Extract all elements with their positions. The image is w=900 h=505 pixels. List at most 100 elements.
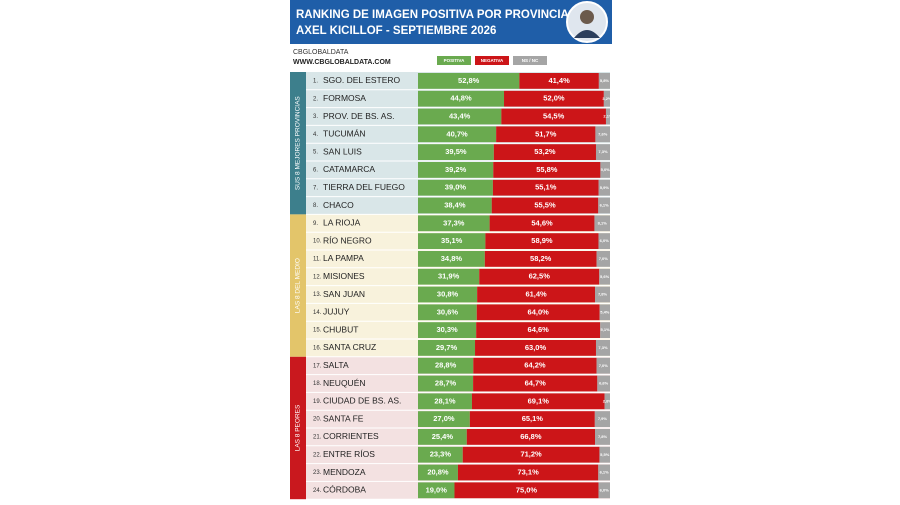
bar-segment: [485, 233, 599, 249]
bar-segment: [418, 251, 485, 267]
category-label: CATAMARCA: [323, 164, 375, 174]
value-label: 5,9%: [600, 185, 610, 190]
group-label: LAS 8 PEORES: [295, 404, 302, 451]
category-label: RÍO NEGRO: [323, 235, 372, 245]
bar-segment: [519, 73, 599, 89]
value-label: 6,0%: [600, 238, 610, 243]
value-label: 2,1%: [603, 114, 613, 119]
legend-label: NEGATIVA: [481, 58, 504, 63]
rank-label: 3.: [313, 114, 318, 120]
value-label: 7,0%: [599, 256, 609, 261]
value-label: 28,1%: [434, 396, 456, 405]
value-label: 53,2%: [534, 147, 556, 156]
value-label: 35,1%: [441, 236, 463, 245]
website: WWW.CBGLOBALDATA.COM: [293, 59, 391, 66]
value-label: 28,7%: [435, 378, 457, 387]
value-label: 19,0%: [426, 485, 448, 494]
bar-segment: [457, 464, 599, 481]
group-label: SUS 8 MEJORES PROVINCIAS: [295, 96, 302, 191]
bar-segment: [599, 268, 610, 285]
value-label: 7,6%: [598, 131, 608, 136]
value-label: 69,1%: [528, 396, 550, 405]
bar-segment: [504, 90, 604, 107]
category-label: SAN LUIS: [323, 146, 362, 156]
bar-segment: [418, 322, 477, 338]
bar-segment: [418, 197, 492, 214]
bar-segment: [496, 126, 596, 143]
rank-label: 6.: [313, 167, 318, 173]
header: [290, 0, 612, 44]
value-label: 55,5%: [534, 200, 556, 209]
bar-segment: [418, 90, 505, 107]
bar-segment: [598, 73, 610, 89]
portrait-body: [574, 30, 600, 38]
value-label: 39,0%: [445, 183, 467, 192]
category-label: SALTA: [323, 360, 349, 370]
bar-segment: [418, 179, 493, 196]
value-label: 52,0%: [543, 94, 565, 103]
bar-segment: [418, 411, 470, 427]
bar-segment: [598, 233, 610, 249]
value-label: 34,8%: [441, 254, 463, 263]
value-label: 5,6%: [600, 274, 610, 279]
bar-segment: [598, 197, 610, 214]
value-label: 27,0%: [433, 414, 455, 423]
bar-segment: [418, 340, 476, 356]
rank-label: 10.: [313, 239, 322, 245]
value-label: 5,1%: [601, 327, 611, 332]
category-label: CÓRDOBA: [323, 485, 366, 495]
value-label: 8,1%: [598, 220, 608, 225]
rank-label: 13.: [313, 292, 322, 298]
value-label: 63,0%: [525, 343, 547, 352]
bar-segment: [476, 322, 601, 338]
value-label: 55,8%: [536, 165, 558, 174]
category-label: MENDOZA: [323, 467, 366, 477]
rank-label: 23.: [313, 470, 322, 476]
value-label: 25,4%: [432, 432, 454, 441]
bar-segment: [599, 446, 610, 463]
value-label: 73,1%: [517, 467, 539, 476]
rank-label: 2.: [313, 96, 318, 102]
value-label: 6,0%: [600, 487, 610, 492]
bar-segment: [600, 162, 610, 178]
category-label: LA RIOJA: [323, 218, 361, 228]
value-label: 5,0%: [601, 167, 611, 172]
rank-label: 16.: [313, 345, 322, 351]
value-label: 39,2%: [445, 165, 467, 174]
bar-segment: [418, 108, 502, 125]
bar-segment: [492, 179, 599, 196]
bar-segment: [600, 322, 610, 338]
value-label: 41,4%: [548, 76, 570, 85]
group-band: [290, 214, 306, 357]
bar-segment: [596, 251, 610, 267]
rank-label: 1.: [313, 78, 318, 84]
group-band: [290, 72, 306, 215]
value-label: 66,8%: [520, 432, 542, 441]
rows: SUS 8 MEJORES PROVINCIAS LAS 8 DEL MEDIO L…: [290, 72, 613, 500]
bar-segment: [418, 482, 455, 499]
category-label: NEUQUÉN: [323, 378, 366, 388]
legend-label: NS / NC: [522, 58, 539, 63]
rank-label: 8.: [313, 203, 318, 209]
value-label: 58,2%: [530, 254, 552, 263]
rank-label: 19.: [313, 399, 322, 405]
bar-segment: [489, 215, 595, 232]
value-label: 30,8%: [437, 289, 459, 298]
bar-segment: [473, 357, 597, 374]
bar-segment: [594, 215, 610, 232]
bar-segment: [475, 340, 596, 356]
rank-label: 7.: [313, 185, 318, 191]
bar-segment: [599, 304, 610, 321]
value-label: 71,2%: [520, 450, 542, 459]
value-label: 7,8%: [598, 292, 608, 297]
group-label: LAS 8 DEL MEDIO: [295, 258, 302, 313]
bar-segment: [493, 162, 601, 178]
category-label: SAN JUAN: [323, 289, 365, 299]
bar-segment: [594, 411, 610, 427]
bar-segment: [471, 393, 605, 410]
category-label: ENTRE RÍOS: [323, 449, 375, 459]
bar-segment: [479, 268, 600, 285]
value-label: 3,2%: [602, 96, 612, 101]
